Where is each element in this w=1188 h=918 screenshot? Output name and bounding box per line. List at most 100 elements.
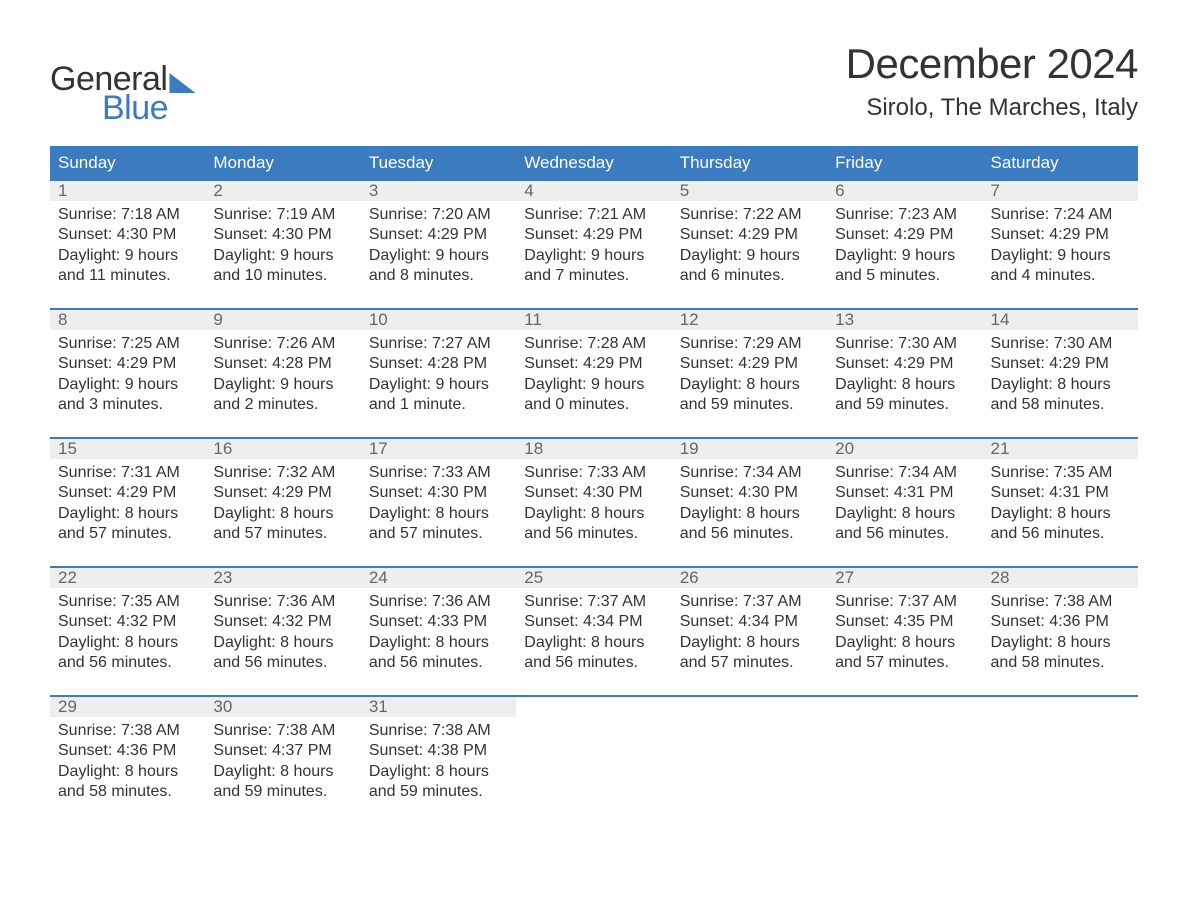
logo-word-2: Blue — [102, 89, 195, 128]
day-content-cell: Sunrise: 7:37 AMSunset: 4:35 PMDaylight:… — [827, 588, 982, 696]
daylight-line: Daylight: 9 hours — [58, 246, 197, 266]
day-content-cell: Sunrise: 7:28 AMSunset: 4:29 PMDaylight:… — [516, 330, 671, 438]
daylight-line: and 56 minutes. — [680, 524, 819, 544]
location-subtitle: Sirolo, The Marches, Italy — [846, 94, 1138, 122]
daylight-line: and 59 minutes. — [369, 782, 508, 802]
day-number-cell: 25 — [516, 567, 671, 588]
day-number-cell: 29 — [50, 696, 205, 717]
day-content-cell: Sunrise: 7:18 AMSunset: 4:30 PMDaylight:… — [50, 201, 205, 309]
day-content-row: Sunrise: 7:38 AMSunset: 4:36 PMDaylight:… — [50, 717, 1138, 825]
daylight-line: and 57 minutes. — [58, 524, 197, 544]
day-content-cell: Sunrise: 7:22 AMSunset: 4:29 PMDaylight:… — [672, 201, 827, 309]
day-content-cell: Sunrise: 7:38 AMSunset: 4:36 PMDaylight:… — [983, 588, 1138, 696]
sunset-line: Sunset: 4:29 PM — [835, 225, 974, 245]
day-details: Sunrise: 7:36 AMSunset: 4:32 PMDaylight:… — [205, 588, 360, 674]
day-number-cell: 22 — [50, 567, 205, 588]
day-content-cell: Sunrise: 7:37 AMSunset: 4:34 PMDaylight:… — [516, 588, 671, 696]
day-number-cell: 17 — [361, 438, 516, 459]
sunset-line: Sunset: 4:29 PM — [680, 354, 819, 374]
day-number-cell: 13 — [827, 309, 982, 330]
sunrise-line: Sunrise: 7:30 AM — [835, 334, 974, 354]
day-number-row: 15161718192021 — [50, 438, 1138, 459]
day-content-row: Sunrise: 7:31 AMSunset: 4:29 PMDaylight:… — [50, 459, 1138, 567]
day-details: Sunrise: 7:24 AMSunset: 4:29 PMDaylight:… — [983, 201, 1138, 287]
sunset-line: Sunset: 4:29 PM — [991, 354, 1130, 374]
day-details: Sunrise: 7:33 AMSunset: 4:30 PMDaylight:… — [516, 459, 671, 545]
daylight-line: Daylight: 9 hours — [369, 375, 508, 395]
day-content-cell — [983, 717, 1138, 825]
weekday-header: Friday — [827, 147, 982, 181]
day-number-cell: 21 — [983, 438, 1138, 459]
day-details: Sunrise: 7:18 AMSunset: 4:30 PMDaylight:… — [50, 201, 205, 287]
daylight-line: Daylight: 9 hours — [369, 246, 508, 266]
day-number-cell: 15 — [50, 438, 205, 459]
sunset-line: Sunset: 4:29 PM — [213, 483, 352, 503]
day-number-cell: 30 — [205, 696, 360, 717]
daylight-line: Daylight: 9 hours — [680, 246, 819, 266]
day-content-cell: Sunrise: 7:36 AMSunset: 4:33 PMDaylight:… — [361, 588, 516, 696]
day-content-cell — [672, 717, 827, 825]
sunset-line: Sunset: 4:32 PM — [58, 612, 197, 632]
day-content-cell: Sunrise: 7:27 AMSunset: 4:28 PMDaylight:… — [361, 330, 516, 438]
daylight-line: and 59 minutes. — [213, 782, 352, 802]
day-details: Sunrise: 7:36 AMSunset: 4:33 PMDaylight:… — [361, 588, 516, 674]
daylight-line: Daylight: 8 hours — [680, 375, 819, 395]
day-details: Sunrise: 7:34 AMSunset: 4:30 PMDaylight:… — [672, 459, 827, 545]
daylight-line: and 58 minutes. — [991, 653, 1130, 673]
daylight-line: and 2 minutes. — [213, 395, 352, 415]
day-details: Sunrise: 7:25 AMSunset: 4:29 PMDaylight:… — [50, 330, 205, 416]
day-details: Sunrise: 7:21 AMSunset: 4:29 PMDaylight:… — [516, 201, 671, 287]
day-content-cell: Sunrise: 7:36 AMSunset: 4:32 PMDaylight:… — [205, 588, 360, 696]
day-details: Sunrise: 7:38 AMSunset: 4:36 PMDaylight:… — [983, 588, 1138, 674]
day-number-cell: 4 — [516, 180, 671, 201]
day-number-row: 891011121314 — [50, 309, 1138, 330]
day-content-cell: Sunrise: 7:34 AMSunset: 4:30 PMDaylight:… — [672, 459, 827, 567]
daylight-line: and 58 minutes. — [58, 782, 197, 802]
day-number-cell: 24 — [361, 567, 516, 588]
sunset-line: Sunset: 4:32 PM — [213, 612, 352, 632]
sunrise-line: Sunrise: 7:38 AM — [213, 721, 352, 741]
day-number-cell: 27 — [827, 567, 982, 588]
day-number-cell: 7 — [983, 180, 1138, 201]
daylight-line: Daylight: 9 hours — [524, 246, 663, 266]
day-number-cell — [983, 696, 1138, 717]
sunrise-line: Sunrise: 7:19 AM — [213, 205, 352, 225]
day-content-cell: Sunrise: 7:35 AMSunset: 4:31 PMDaylight:… — [983, 459, 1138, 567]
weekday-header: Wednesday — [516, 147, 671, 181]
daylight-line: Daylight: 8 hours — [213, 633, 352, 653]
weekday-header-row: Sunday Monday Tuesday Wednesday Thursday… — [50, 147, 1138, 181]
weekday-header: Monday — [205, 147, 360, 181]
daylight-line: and 11 minutes. — [58, 266, 197, 286]
sunset-line: Sunset: 4:30 PM — [58, 225, 197, 245]
sunset-line: Sunset: 4:31 PM — [835, 483, 974, 503]
daylight-line: Daylight: 8 hours — [835, 633, 974, 653]
day-number-cell: 19 — [672, 438, 827, 459]
daylight-line: Daylight: 8 hours — [213, 762, 352, 782]
sunset-line: Sunset: 4:30 PM — [369, 483, 508, 503]
day-number-cell: 28 — [983, 567, 1138, 588]
day-number-cell: 1 — [50, 180, 205, 201]
daylight-line: and 56 minutes. — [369, 653, 508, 673]
day-content-cell — [827, 717, 982, 825]
daylight-line: and 57 minutes. — [213, 524, 352, 544]
sunrise-line: Sunrise: 7:36 AM — [213, 592, 352, 612]
daylight-line: and 57 minutes. — [835, 653, 974, 673]
daylight-line: and 56 minutes. — [524, 653, 663, 673]
daylight-line: and 56 minutes. — [991, 524, 1130, 544]
sunrise-line: Sunrise: 7:32 AM — [213, 463, 352, 483]
sunset-line: Sunset: 4:36 PM — [991, 612, 1130, 632]
daylight-line: and 5 minutes. — [835, 266, 974, 286]
day-details: Sunrise: 7:29 AMSunset: 4:29 PMDaylight:… — [672, 330, 827, 416]
daylight-line: Daylight: 8 hours — [991, 375, 1130, 395]
day-number-cell: 11 — [516, 309, 671, 330]
sunrise-line: Sunrise: 7:22 AM — [680, 205, 819, 225]
sunrise-line: Sunrise: 7:30 AM — [991, 334, 1130, 354]
daylight-line: and 4 minutes. — [991, 266, 1130, 286]
day-content-cell: Sunrise: 7:31 AMSunset: 4:29 PMDaylight:… — [50, 459, 205, 567]
daylight-line: Daylight: 8 hours — [58, 762, 197, 782]
day-number-cell: 8 — [50, 309, 205, 330]
daylight-line: Daylight: 8 hours — [524, 504, 663, 524]
daylight-line: Daylight: 9 hours — [58, 375, 197, 395]
day-number-cell: 2 — [205, 180, 360, 201]
weekday-header: Sunday — [50, 147, 205, 181]
